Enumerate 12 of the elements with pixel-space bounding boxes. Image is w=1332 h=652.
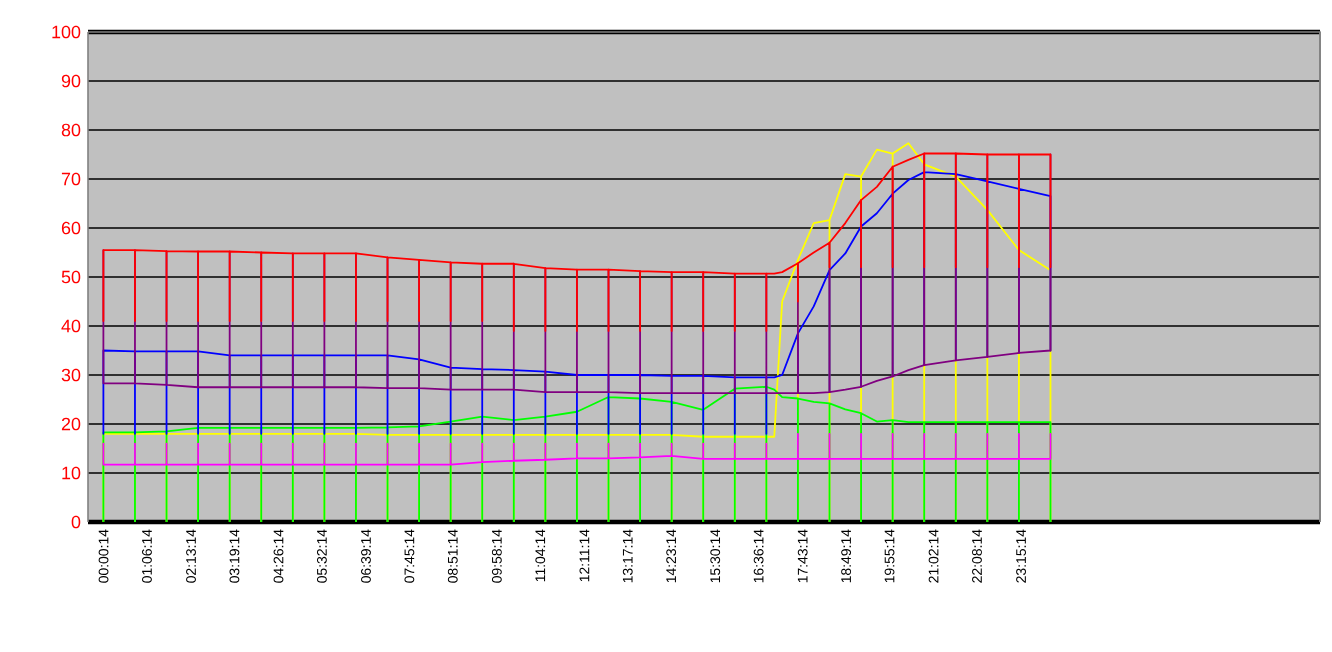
line-series (102, 152, 1052, 332)
y-tick-label: 70 (61, 172, 81, 186)
y-tick-label: 40 (61, 319, 81, 333)
y-tick-label: 100 (52, 25, 81, 39)
y-tick-label: 80 (61, 123, 81, 137)
y-tick-label: 20 (61, 417, 81, 431)
y-tick-label: 30 (61, 368, 81, 382)
y-tick-label: 0 (71, 515, 81, 529)
y-tick-label: 60 (61, 221, 81, 235)
y-tick-label: 10 (62, 466, 81, 480)
y-tick-label: 90 (61, 74, 81, 88)
y-tick-label: 50 (61, 270, 81, 284)
